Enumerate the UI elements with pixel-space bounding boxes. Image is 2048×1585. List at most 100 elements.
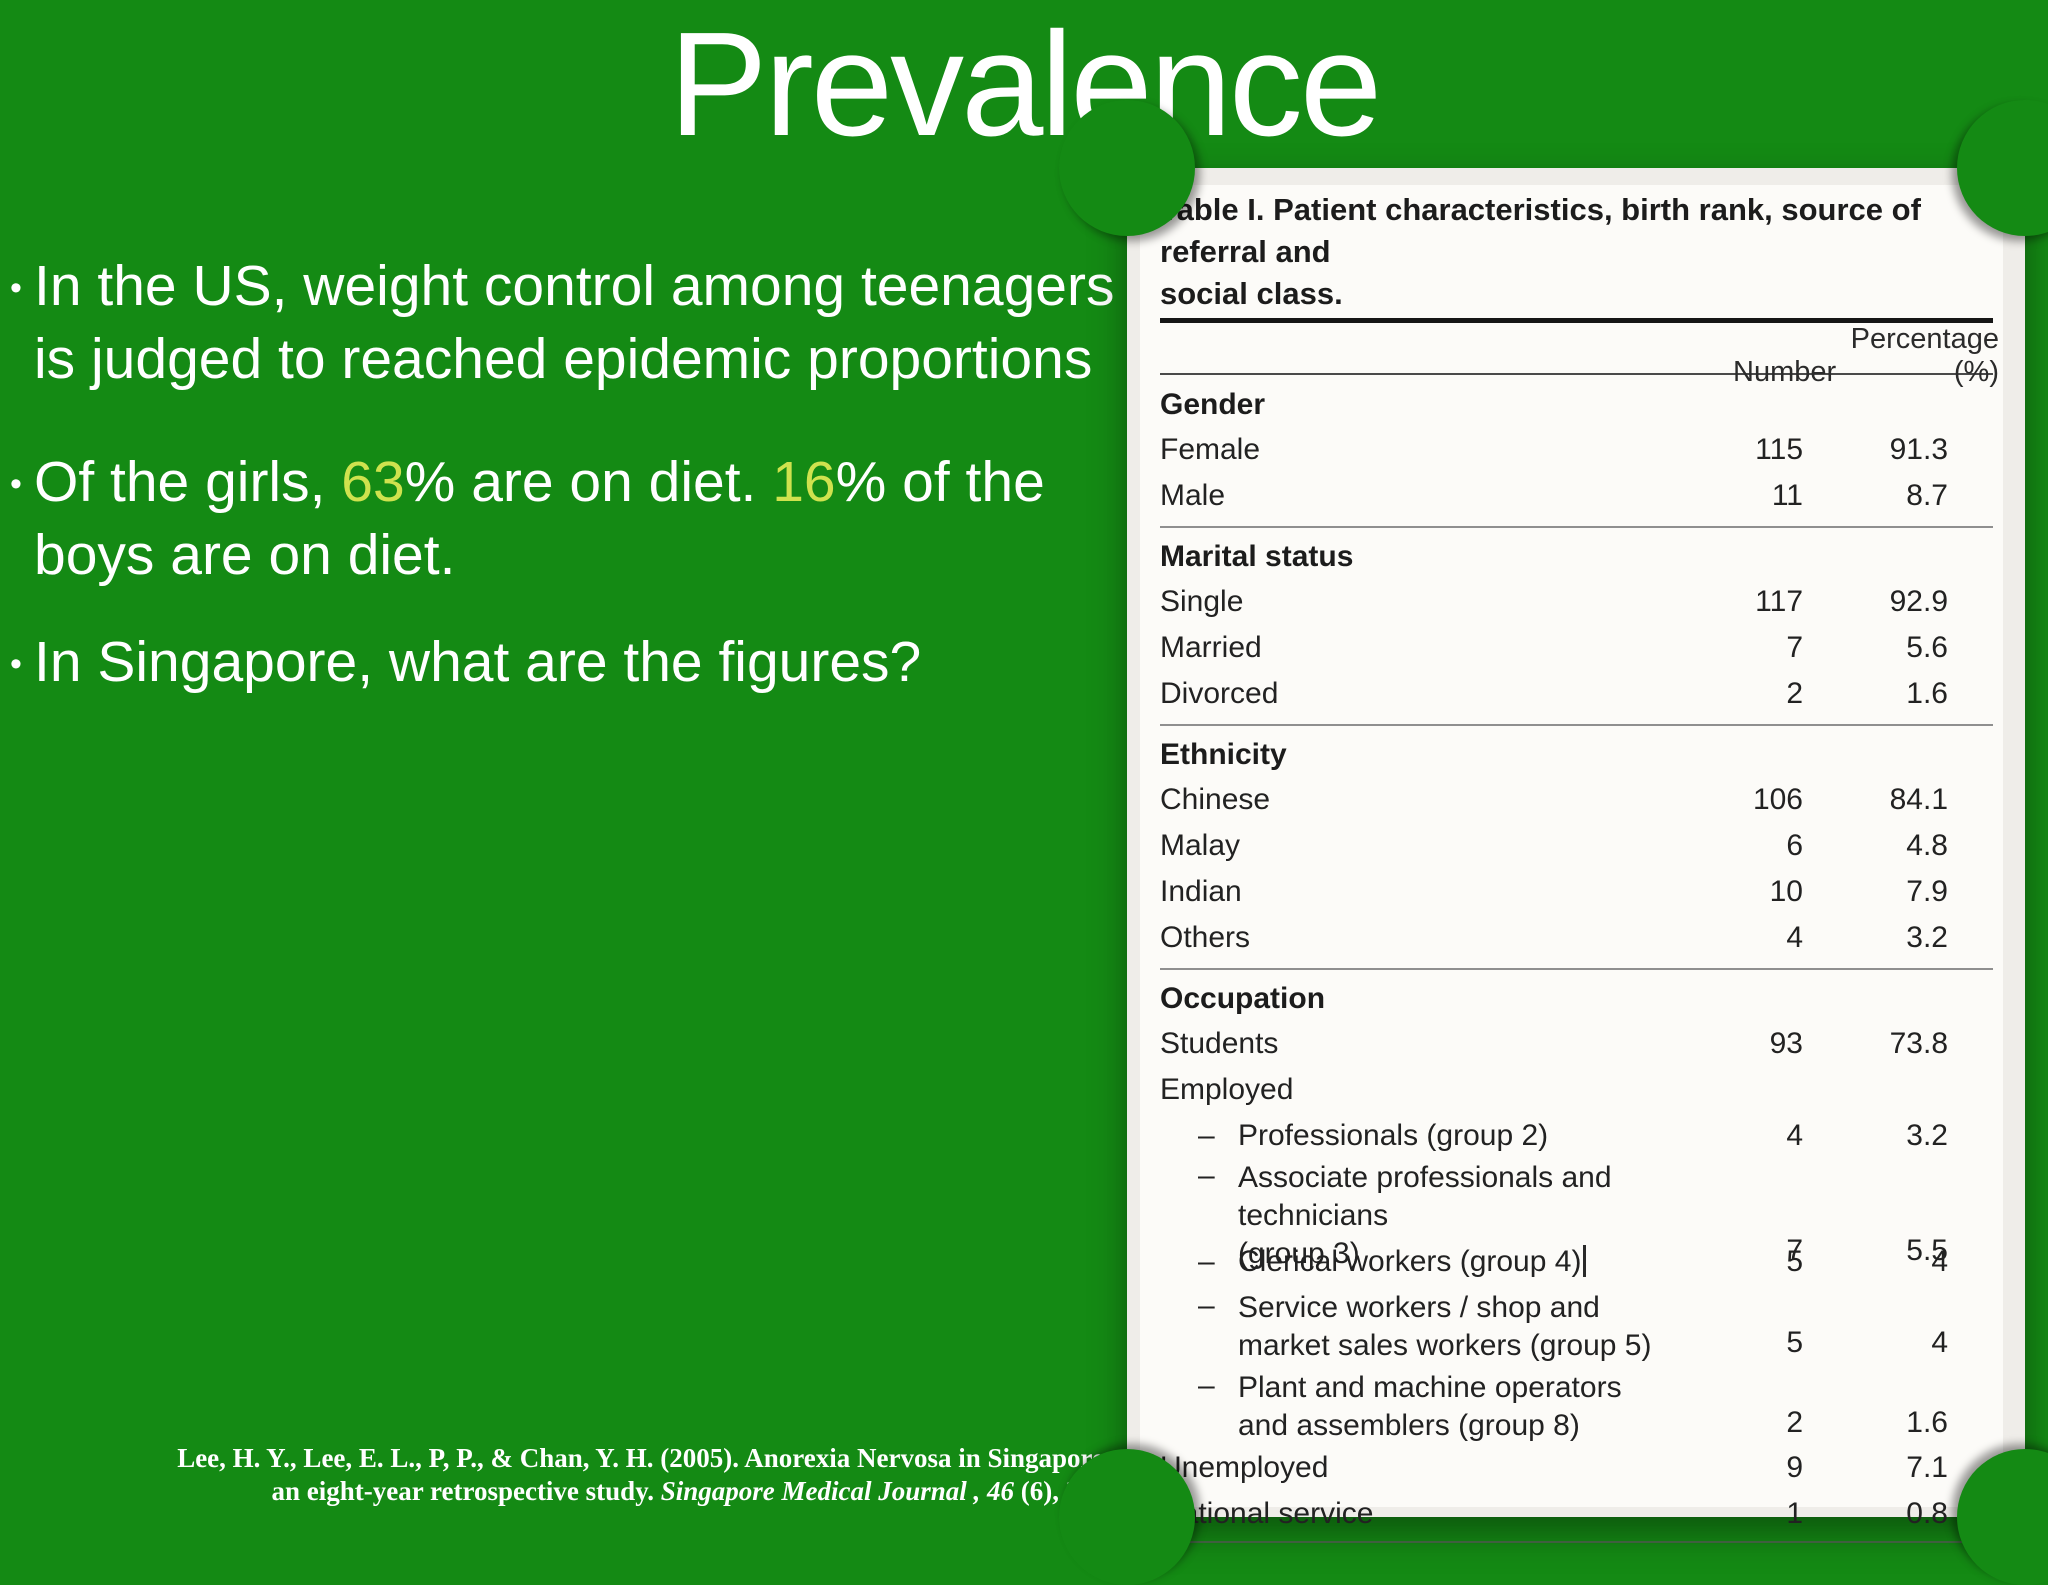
table-rule-thin <box>1160 373 1993 375</box>
row-label: National service <box>1160 1497 1374 1530</box>
citation-line2: an eight-year retrospective study. Singa… <box>177 1475 1114 1508</box>
row-number: 115 <box>1755 433 1803 466</box>
dash-marker: – <box>1198 1245 1215 1278</box>
row-percentage: 4.8 <box>1906 829 1948 862</box>
row-percentage: 92.9 <box>1889 585 1948 618</box>
row-label: Malay <box>1160 829 1241 862</box>
table-row: Female 115 91.3 <box>1160 427 2003 473</box>
table-rule-thick <box>1160 318 1993 323</box>
row-label: Married <box>1160 631 1262 664</box>
row-number: 2 <box>1786 1406 1803 1439</box>
row-percentage: 5.5 <box>1906 1234 1948 1267</box>
row-label-line: (group 3) <box>1238 1237 1360 1270</box>
citation: Lee, H. Y., Lee, E. L., P, P., & Chan, Y… <box>177 1442 1113 1508</box>
bullet-text: In Singapore, what are the figures? <box>34 626 1125 702</box>
row-percentage: 8.7 <box>1906 479 1948 512</box>
row-label: Chinese <box>1160 783 1271 816</box>
bullet-marker: • <box>10 645 22 683</box>
table-row: Male 11 8.7 <box>1160 473 2003 519</box>
table-row: – Professionals (group 2) 4 3.2 <box>1160 1113 2003 1159</box>
citation-journal-italic: Singapore Medical Journal , 46 <box>660 1476 1021 1506</box>
table-card: Table I. Patient characteristics, birth … <box>1059 100 2048 1585</box>
row-label: Indian <box>1160 875 1242 908</box>
table-caption-line: Table I. Patient characteristics, birth … <box>1160 192 1921 269</box>
row-number: 1 <box>1786 1497 1803 1530</box>
table-row: Chinese 106 84.1 <box>1160 777 2003 823</box>
row-percentage: 5.6 <box>1906 631 1948 664</box>
row-number: 4 <box>1786 1119 1803 1152</box>
dash-marker: – <box>1198 1119 1215 1152</box>
row-number: 6 <box>1786 829 1803 862</box>
row-number: 117 <box>1755 585 1803 618</box>
row-label: Divorced <box>1160 677 1279 710</box>
row-percentage: 7.1 <box>1906 1451 1948 1484</box>
bullet-line: In Singapore, what are the figures? <box>34 630 922 694</box>
row-percentage: 0.8 <box>1906 1497 1948 1530</box>
row-number: 5 <box>1786 1245 1803 1278</box>
bullet-marker: • <box>10 465 22 503</box>
row-percentage: 73.8 <box>1889 1027 1948 1060</box>
bullet-marker: • <box>10 269 22 307</box>
bullet-text: In the US, weight control among teenager… <box>34 250 1125 396</box>
row-number: 7 <box>1786 1234 1803 1267</box>
table-row: Divorced 2 1.6 <box>1160 671 2003 717</box>
row-label: Single <box>1160 585 1244 618</box>
table-row: – Associate professionals and technicians… <box>1160 1159 2003 1270</box>
row-label: Students <box>1160 1027 1279 1060</box>
table-row: – Plant and machine operators and assemble… <box>1160 1365 2003 1445</box>
table-row: – Service workers / shop and market sales … <box>1160 1285 2003 1365</box>
dash-marker: – <box>1198 1159 1215 1192</box>
row-label-text: Associate professionals and technicians (… <box>1238 1159 1733 1273</box>
row-percentage: 7.9 <box>1906 875 1948 908</box>
row-label-line: market sales workers (group 5) <box>1238 1329 1652 1362</box>
table-row: Others 4 3.2 <box>1160 915 2003 961</box>
row-label-line: Service workers / shop and <box>1238 1291 1600 1324</box>
bullet-segment: % are on diet. <box>404 450 773 514</box>
table-row: Single 117 92.9 <box>1160 579 2003 625</box>
table-row: Employed <box>1160 1067 2003 1113</box>
bullet-segment: Of the girls, <box>34 450 342 514</box>
citation-segment: an eight-year retrospective study. <box>271 1476 661 1506</box>
row-label-text: Plant and machine operators and assembler… <box>1238 1369 1622 1445</box>
row-label-line: Plant and machine operators <box>1238 1371 1622 1404</box>
row-label: Male <box>1160 479 1226 512</box>
row-label: Unemployed <box>1160 1451 1329 1484</box>
bullet-line: In the US, weight control among teenager… <box>34 254 1115 318</box>
table-rule-bottom <box>1160 1541 1993 1543</box>
row-label: – Clerical workers (group 4) <box>1160 1245 1733 1279</box>
row-percentage: 1.6 <box>1906 677 1948 710</box>
bullet-list: • In the US, weight control among teenag… <box>10 250 1125 752</box>
row-percentage: 4 <box>1931 1245 1948 1278</box>
row-number: 106 <box>1752 783 1803 816</box>
bullet-line: is judged to reached epidemic proportion… <box>34 327 1093 391</box>
row-percentage: 4 <box>1931 1326 1948 1359</box>
page-curl-corner-bottom-left <box>1059 1449 1195 1585</box>
section-header-marital-status: Marital status <box>1160 540 1354 573</box>
page-curl-corner-top-left <box>1059 100 1195 236</box>
patient-characteristics-table: Table I. Patient characteristics, birth … <box>1160 185 2003 1543</box>
citation-line1: Lee, H. Y., Lee, E. L., P, P., & Chan, Y… <box>177 1443 1113 1473</box>
row-label-text: Service workers / shop and market sales w… <box>1238 1289 1651 1365</box>
slide-title: Prevalence <box>668 2 1382 167</box>
row-number: 7 <box>1786 631 1803 664</box>
row-label: Female <box>1160 433 1261 466</box>
table-caption: Table I. Patient characteristics, birth … <box>1160 185 2003 315</box>
row-label: Employed <box>1160 1073 1294 1106</box>
row-number: 11 <box>1771 479 1803 512</box>
text-cursor <box>1583 1245 1587 1278</box>
row-number: 9 <box>1786 1451 1803 1484</box>
bullet-item-us: • In the US, weight control among teenag… <box>10 250 1125 396</box>
row-number: 2 <box>1786 677 1803 710</box>
table-row: National service 1 0.8 <box>1160 1491 2003 1537</box>
table-row: Unemployed 9 7.1 <box>1160 1445 2003 1491</box>
section-header-ethnicity: Ethnicity <box>1160 738 1287 771</box>
row-label-text: Clerical workers (group 4) <box>1238 1245 1587 1279</box>
row-label-line: Associate professionals and technicians <box>1238 1161 1612 1232</box>
table-header-row: Number Percentage (%) <box>1160 323 2003 388</box>
row-percentage: 91.3 <box>1889 433 1948 466</box>
bullet-item-diet-percentages: • Of the girls, 63% are on diet. 16% of … <box>10 446 1125 592</box>
row-percentage: 1.6 <box>1906 1406 1948 1439</box>
column-header-percentage: Percentage (%) <box>1850 323 1999 388</box>
row-percentage: 3.2 <box>1906 1119 1948 1152</box>
table-caption-line: social class. <box>1160 276 1343 311</box>
